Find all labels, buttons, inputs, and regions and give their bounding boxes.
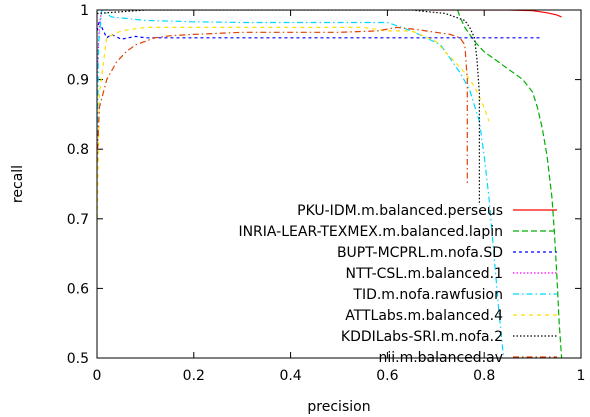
- x-tick-label: 0.6: [376, 368, 398, 384]
- series-line-8: [97, 26, 468, 184]
- legend-label: TID.m.nofa.rawfusion: [352, 287, 503, 303]
- x-tick-label: 0.2: [183, 368, 205, 384]
- x-tick-label: 0.4: [279, 368, 301, 384]
- legend-label: INRIA-LEAR-TEXMEX.m.balanced.lapin: [238, 224, 503, 240]
- x-tick-label: 1: [577, 368, 586, 384]
- x-tick-label: 0.8: [473, 368, 495, 384]
- legend-label: PKU-IDM.m.balanced.perseus: [297, 203, 503, 219]
- legend-label: NTT-CSL.m.balanced.1: [346, 266, 503, 282]
- legend-label: BUPT-MCPRL.m.nofa.SD: [337, 245, 503, 261]
- x-axis-label: precision: [307, 399, 370, 415]
- y-tick-label: 0.8: [67, 142, 89, 158]
- y-tick-label: 0.9: [67, 73, 89, 89]
- series-line-5: [97, 10, 505, 358]
- y-axis-label: recall: [10, 165, 26, 203]
- series-line-2: [457, 10, 563, 358]
- series-line-7: [97, 10, 480, 205]
- legend: PKU-IDM.m.balanced.perseus INRIA-LEAR-TEX…: [238, 203, 557, 366]
- legend-label: ATTLabs.m.balanced.4: [345, 308, 503, 324]
- y-tick-label: 0.7: [67, 212, 89, 228]
- plot-frame: [96, 9, 582, 359]
- x-tick-label: 0: [93, 368, 102, 384]
- y-tick-label: 1: [80, 3, 89, 19]
- legend-label: KDDILabs-SRI.m.nofa.2: [341, 329, 503, 345]
- y-tick-label: 0.5: [67, 351, 89, 367]
- series-line-4: [97, 10, 112, 80]
- series-lines: [97, 10, 563, 358]
- series-line-6: [97, 26, 490, 226]
- y-tick-label: 0.6: [67, 281, 89, 297]
- axis-ticks: 0 0.2 0.4 0.6 0.8 1 0.5 0.6 0.7 0.8 0.9 1: [67, 3, 586, 384]
- series-line-3: [97, 18, 543, 40]
